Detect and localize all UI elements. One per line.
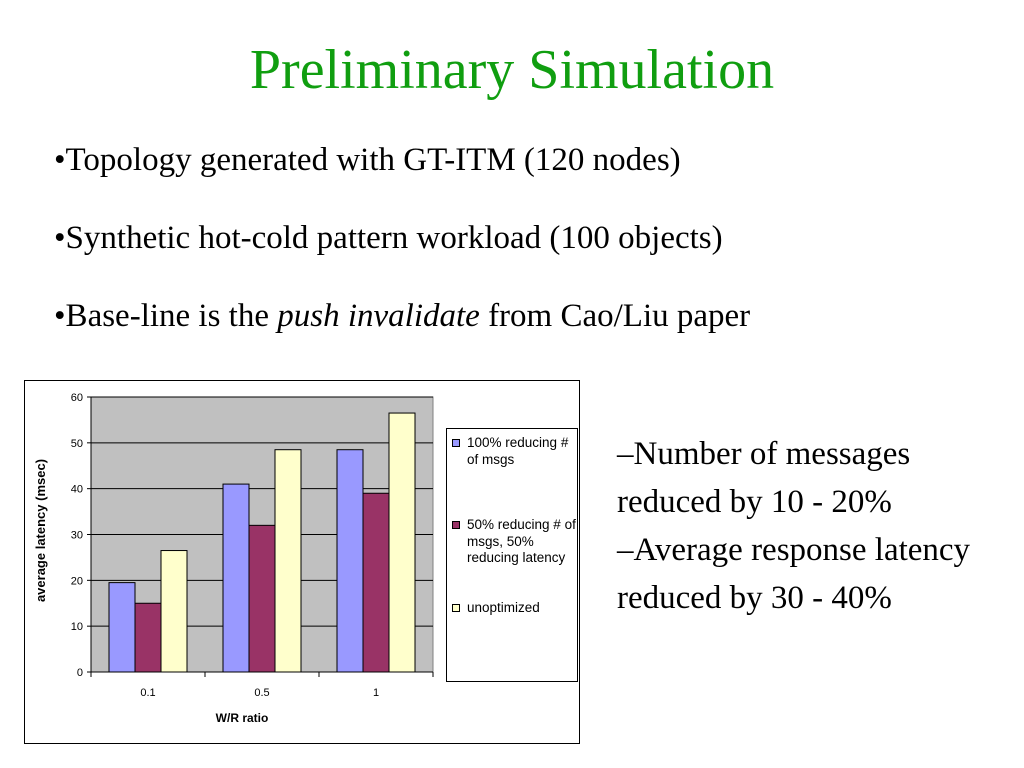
bar-2 <box>362 492 390 673</box>
bullet-list: •Topology generated with GT-ITM (120 nod… <box>54 140 750 374</box>
legend-swatch <box>452 604 460 612</box>
bullet-text-tail: from Cao/Liu paper <box>479 298 751 334</box>
x-axis-label: W/R ratio <box>216 711 269 725</box>
bar-1 <box>108 582 136 673</box>
bar-2 <box>248 524 276 673</box>
legend-label: unoptimized <box>467 600 540 615</box>
bar-3 <box>274 449 302 673</box>
chart-container: 0 10 20 30 40 50 60 0.1 0.5 1 W/R ratio average lat… <box>24 380 580 744</box>
y-tick-label: 0 <box>77 667 83 679</box>
y-axis-label: average latency (msec) <box>33 459 48 602</box>
y-tick-label: 10 <box>71 621 83 633</box>
y-tick-label: 30 <box>71 530 83 542</box>
latency-bar-chart: 0 10 20 30 40 50 60 0.1 0.5 1 W/R ratio average lat… <box>33 392 434 725</box>
legend-swatch <box>452 439 460 447</box>
y-tick-label: 60 <box>71 392 83 404</box>
x-tick-label: 1 <box>373 687 379 699</box>
note-latency: –Average response latency reduced by 30 … <box>617 532 971 616</box>
bullet-text: •Topology generated with GT-ITM (120 nod… <box>54 142 681 178</box>
side-notes: –Number of messages reduced by 10 - 20% … <box>617 430 1012 622</box>
bullet-workload: •Synthetic hot-cold pattern workload (10… <box>54 218 750 258</box>
y-tick-label: 50 <box>71 438 83 450</box>
x-tick-label: 0.5 <box>254 687 269 699</box>
bar-1 <box>222 483 250 673</box>
bullet-text: •Synthetic hot-cold pattern workload (10… <box>54 220 723 256</box>
bar-3 <box>388 412 416 673</box>
chart-legend: 100% reducing # of msgs 50% reducing # o… <box>446 428 578 682</box>
y-tick-label: 20 <box>71 575 83 587</box>
slide-title: Preliminary Simulation <box>249 39 775 101</box>
bullet-topology: •Topology generated with GT-ITM (120 nod… <box>54 140 750 180</box>
bullet-emphasis: push invalidate <box>277 298 480 334</box>
note-messages: –Number of messages reduced by 10 - 20% <box>617 436 911 520</box>
y-tick-label: 40 <box>71 484 83 496</box>
bullet-text: •Base-line is the <box>54 298 278 334</box>
bar-1 <box>336 449 364 673</box>
legend-swatch <box>452 521 460 529</box>
legend-label: 50% reducing # of msgs, 50% reducing lat… <box>467 517 576 565</box>
bullet-baseline: •Base-line is the push invalidate from C… <box>54 296 750 336</box>
legend-label: 100% reducing # of msgs <box>467 435 569 467</box>
bar-2 <box>134 602 162 673</box>
bar-3 <box>160 550 188 673</box>
x-tick-label: 0.1 <box>140 687 155 699</box>
